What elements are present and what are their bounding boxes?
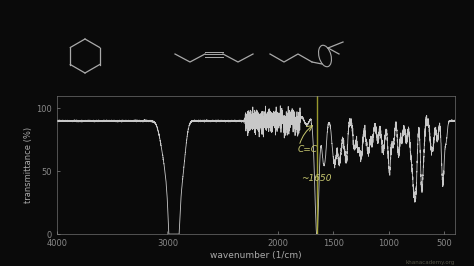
Text: C=C: C=C	[298, 145, 318, 154]
Y-axis label: transmittance (%): transmittance (%)	[25, 127, 34, 203]
X-axis label: wavenumber (1/cm): wavenumber (1/cm)	[210, 251, 302, 260]
Text: khanacademy.org: khanacademy.org	[406, 260, 455, 264]
Text: ~1650: ~1650	[301, 174, 332, 183]
